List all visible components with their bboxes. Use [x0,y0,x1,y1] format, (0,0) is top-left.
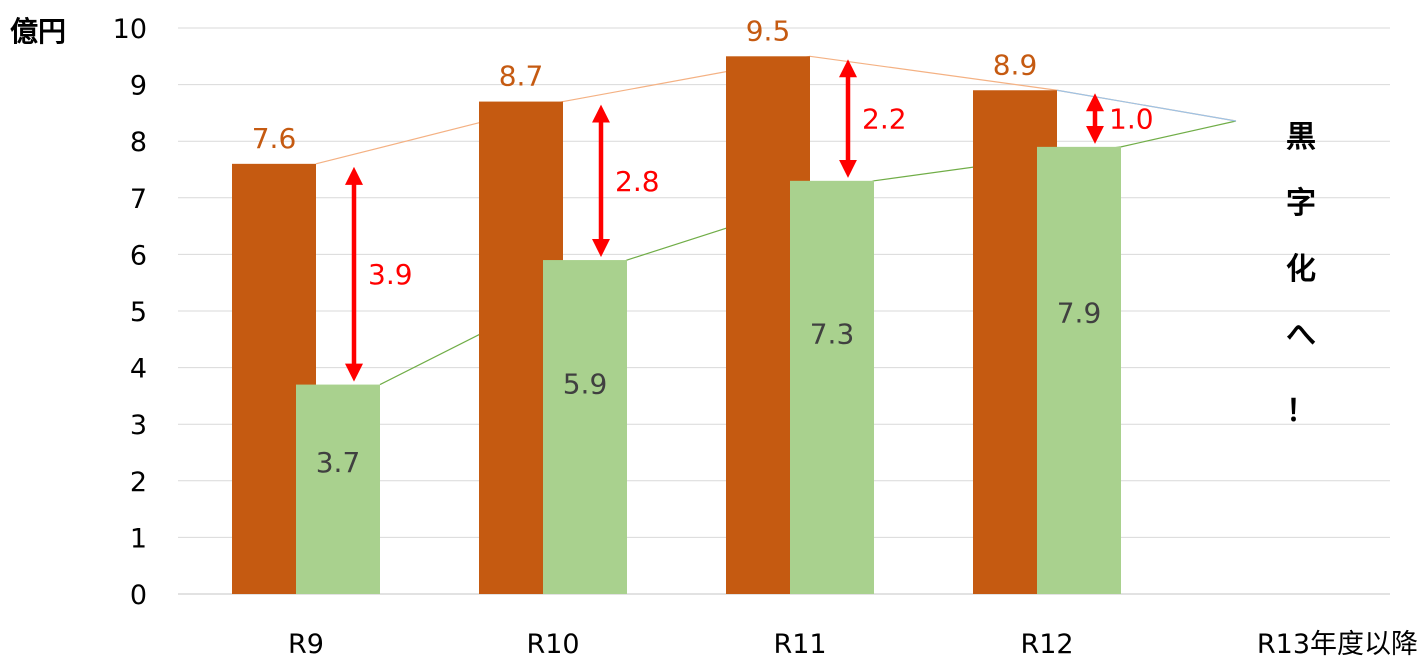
extra-category-label: R13年度以降 [1257,629,1418,660]
bars [232,56,1121,595]
x-tick-label: R12 [1020,629,1073,660]
value-labels: 7.6 8.7 9.5 8.9 3.7 5.9 7.3 7.9 3.9 2.8 2.2 1.0 [252,14,1154,479]
gap-label: 2.2 [862,103,907,136]
y-tick-label: 5 [130,297,147,328]
y-tick-label: 8 [130,127,147,158]
x-tick-label: R10 [526,629,579,660]
annotation-char: 化 [1286,252,1316,287]
gap-label: 2.8 [615,165,660,198]
data-label-orange: 8.9 [993,48,1038,81]
gap-label: 1.0 [1109,103,1154,136]
y-tick-label: 1 [130,523,147,554]
gap-arrows [345,59,1104,382]
y-tick-label: 10 [113,14,147,45]
annotation-char: へ [1286,318,1316,353]
data-label-green: 5.9 [563,368,608,401]
bar-green [1037,146,1121,595]
annotation-char: 字 [1286,186,1316,221]
annotation-char: ！ [1286,394,1316,429]
annotation-char: 黒 [1286,120,1316,155]
data-label-orange: 7.6 [252,122,297,155]
annotation-vertical: 黒 字 化 へ ！ [1286,120,1316,429]
y-tick-label: 9 [130,71,147,102]
y-tick-label: 0 [130,580,147,611]
y-tick-label: 6 [130,240,147,271]
data-label-orange: 8.7 [499,60,544,93]
data-label-orange: 9.5 [746,14,791,47]
bar-green [296,384,380,594]
gap-label: 3.9 [368,258,413,291]
y-tick-label: 2 [130,467,147,498]
data-label-green: 3.7 [316,446,361,479]
x-tick-label: R9 [288,629,324,660]
data-label-green: 7.3 [810,318,855,351]
data-label-green: 7.9 [1057,296,1102,329]
bar-green [543,260,627,594]
x-tick-label: R11 [773,629,826,660]
y-tick-label: 3 [130,410,147,441]
unit-label: 億円 [10,15,66,48]
y-tick-label: 4 [130,354,147,385]
bar-green [790,180,874,594]
y-tick-label: 7 [130,184,147,215]
